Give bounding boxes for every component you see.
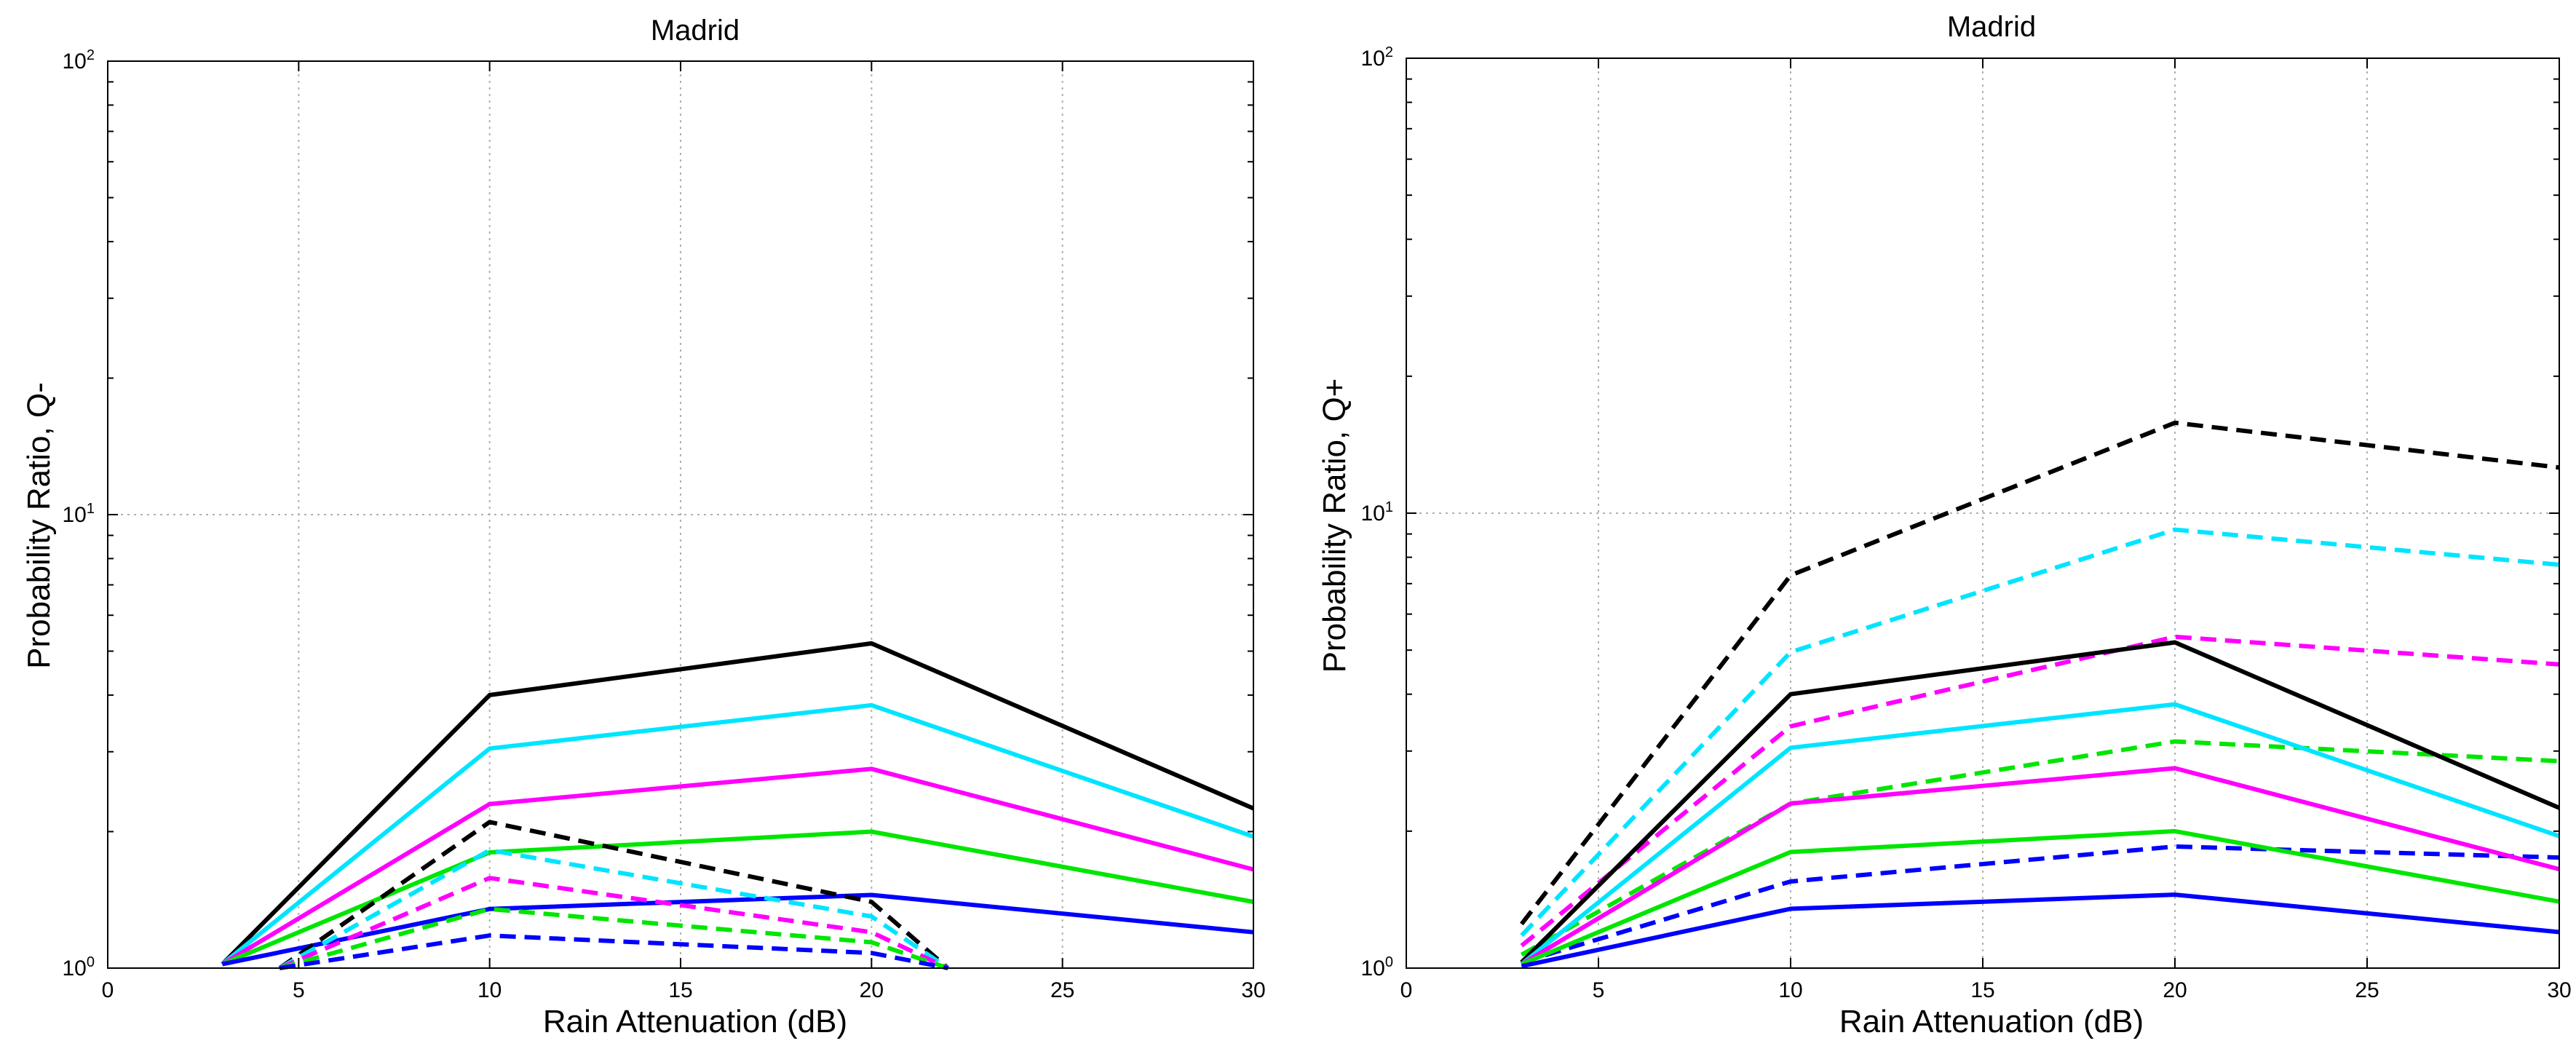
- series-line-magenta-solid: [1520, 766, 2560, 967]
- series-line-black-solid: [1520, 640, 2561, 964]
- y-tick-label: 102: [63, 47, 95, 74]
- series-line-green-dashed: [1520, 739, 2560, 957]
- x-tick-label: 20: [860, 978, 884, 1002]
- series-line-black-dashed: [1520, 420, 2560, 926]
- x-tick-label: 30: [1241, 978, 1265, 1002]
- x-tick-label: 25: [1050, 978, 1074, 1002]
- series-line-magenta-dashed: [278, 876, 949, 970]
- x-tick-label: 25: [2355, 978, 2379, 1002]
- y-tick-label: 101: [1361, 499, 1394, 526]
- x-tick-label: 10: [477, 978, 502, 1002]
- x-tick-label: 15: [1970, 978, 1994, 1002]
- chart-title: Madrid: [651, 15, 740, 47]
- series-line-cyan-solid: [1520, 702, 2560, 966]
- series-line-blue-dashed: [279, 933, 948, 970]
- x-tick-label: 5: [293, 978, 305, 1002]
- series-line-blue-solid: [221, 892, 1254, 967]
- series-line-magenta-solid: [221, 766, 1254, 967]
- y-axis-label: Probability Ratio, Q+: [1317, 379, 1352, 673]
- series-line-black-solid: [221, 641, 1255, 966]
- y-tick-label: 100: [1361, 954, 1394, 980]
- x-axis-label: Rain Attenuation (dB): [1839, 1004, 2144, 1039]
- y-tick-label: 102: [1361, 44, 1394, 71]
- x-tick-label: 5: [1593, 978, 1605, 1002]
- x-tick-label: 30: [2547, 978, 2571, 1002]
- series-line-green-solid: [1521, 828, 2560, 967]
- series-line-blue-solid: [1521, 892, 2560, 969]
- y-tick-label: 101: [63, 501, 95, 527]
- x-axis-label: Rain Attenuation (dB): [543, 1004, 847, 1039]
- series-line-black-dashed: [278, 820, 950, 970]
- x-tick-label: 20: [2163, 978, 2187, 1002]
- x-tick-label: 0: [1400, 978, 1413, 1002]
- y-tick-label: 100: [63, 954, 95, 980]
- series-line-magenta-dashed: [1520, 634, 2560, 948]
- chart-left-q-minus: Madrid Rain Attenuation (dB) Probability…: [21, 15, 1266, 1039]
- chart-title: Madrid: [1947, 11, 2036, 43]
- x-tick-label: 10: [1778, 978, 1802, 1002]
- x-tick-label: 0: [102, 978, 114, 1002]
- series-line-green-dashed: [279, 906, 949, 970]
- series-line-green-solid: [221, 829, 1254, 967]
- series-line-cyan-dashed: [278, 848, 949, 970]
- chart-right-q-plus: Madrid Rain Attenuation (dB) Probability…: [1317, 11, 2572, 1039]
- y-axis-label: Probability Ratio, Q-: [21, 382, 57, 669]
- series-line-cyan-solid: [221, 702, 1254, 966]
- series-line-blue-dashed: [1521, 844, 2560, 964]
- x-tick-label: 15: [668, 978, 692, 1002]
